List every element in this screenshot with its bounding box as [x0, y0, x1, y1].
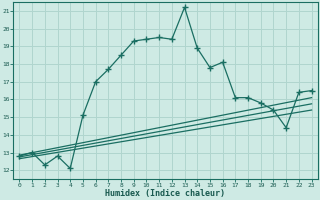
X-axis label: Humidex (Indice chaleur): Humidex (Indice chaleur): [106, 189, 226, 198]
